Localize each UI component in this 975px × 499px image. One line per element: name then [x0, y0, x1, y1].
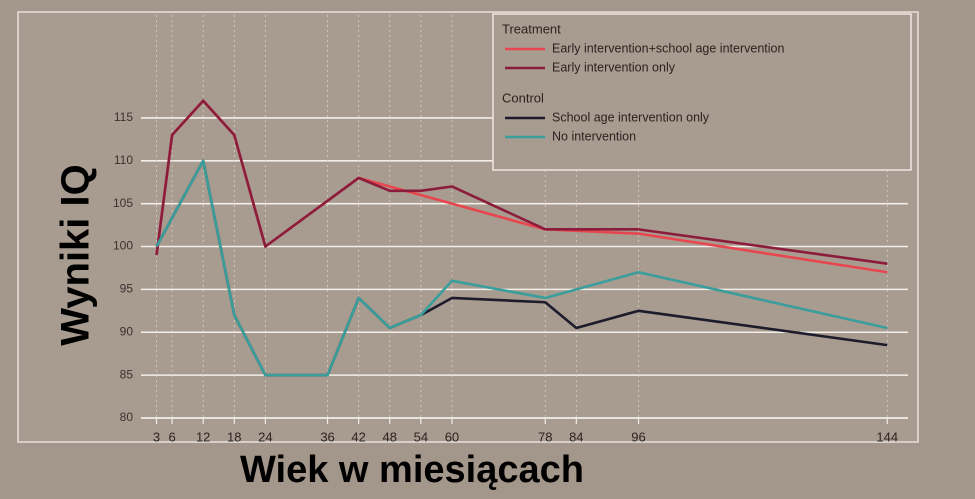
y-tick-label: 110: [114, 153, 133, 167]
y-tick-label: 115: [114, 110, 133, 124]
y-tick-label: 80: [120, 410, 134, 424]
legend-title: Treatment: [502, 21, 561, 36]
x-tick-label: 6: [168, 429, 175, 444]
x-tick-label: 3: [153, 429, 160, 444]
x-tick-label: 12: [196, 429, 210, 444]
x-tick-label: 144: [876, 429, 898, 444]
legend-label: School age intervention only: [552, 110, 710, 124]
x-tick-label: 54: [414, 429, 428, 444]
y-tick-label: 90: [120, 324, 134, 338]
x-tick-label: 84: [569, 429, 583, 444]
y-tick-label: 105: [113, 196, 133, 210]
legend-label: Early intervention only: [552, 60, 676, 74]
x-tick-label: 24: [258, 429, 272, 444]
y-axis-label: Wyniki IQ: [54, 164, 98, 346]
x-tick-label: 60: [445, 429, 459, 444]
series-line: [155, 159, 888, 377]
y-tick-label: 85: [120, 367, 134, 381]
series-line: [155, 99, 888, 265]
x-tick-label: 36: [320, 429, 334, 444]
y-tick-label: 100: [113, 239, 133, 253]
x-axis-label: Wiek w miesiącach: [240, 449, 584, 491]
legend-box: [492, 13, 912, 171]
legend-label: No intervention: [552, 129, 636, 143]
legend-label: Early intervention+school age interventi…: [552, 41, 784, 55]
x-tick-label: 48: [383, 429, 397, 444]
y-tick-label: 95: [120, 282, 134, 296]
x-tick-label: 78: [538, 429, 552, 444]
x-tick-label: 18: [227, 429, 241, 444]
x-tick-label: 42: [351, 429, 365, 444]
x-tick-label: 96: [631, 429, 645, 444]
legend-title: Control: [502, 90, 544, 105]
